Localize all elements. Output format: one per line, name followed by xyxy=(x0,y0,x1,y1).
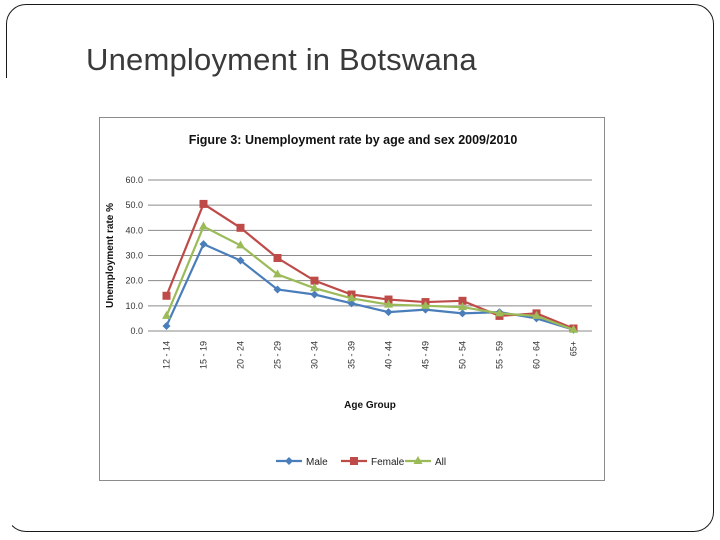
series-all xyxy=(162,221,578,333)
x-tick-label: 15 - 19 xyxy=(199,341,209,369)
legend-item-all: All xyxy=(405,456,446,468)
y-tick-label: 60.0 xyxy=(125,175,143,185)
data-point xyxy=(273,285,282,294)
x-tick-label: 50 - 54 xyxy=(458,341,468,369)
data-point xyxy=(532,310,541,319)
y-tick-label: 0.0 xyxy=(130,326,143,336)
series-female xyxy=(162,199,578,333)
data-point xyxy=(458,309,467,318)
x-tick-label: 20 - 24 xyxy=(236,341,246,369)
x-tick-label: 25 - 29 xyxy=(273,341,283,369)
y-axis-label: Unemployment rate % xyxy=(105,203,116,308)
data-point xyxy=(236,223,245,232)
series-line xyxy=(165,242,574,331)
data-point xyxy=(236,256,245,265)
x-tick-label: 45 - 49 xyxy=(421,341,431,369)
x-tick-labels: 12 - 14 15 - 19 20 - 24 25 - 29 30 - 34 35 - … xyxy=(162,341,579,369)
data-point xyxy=(347,293,356,302)
data-point xyxy=(199,199,208,208)
y-tick-label: 10.0 xyxy=(125,301,143,311)
y-tick-label: 40.0 xyxy=(125,225,143,235)
x-tick-label: 12 - 14 xyxy=(162,341,172,369)
data-point xyxy=(384,308,393,317)
legend-item-male: Male xyxy=(276,457,328,468)
data-point xyxy=(458,302,467,311)
data-point xyxy=(384,295,393,304)
y-tick-label: 30.0 xyxy=(125,251,143,261)
data-point xyxy=(162,291,171,300)
data-point xyxy=(350,457,358,465)
data-point xyxy=(413,456,423,464)
frame-edge-gap xyxy=(0,78,12,538)
series-line xyxy=(165,202,574,330)
data-point xyxy=(495,308,504,317)
y-tick-labels: 0.0 10.0 20.0 30.0 40.0 50.0 60.0 xyxy=(125,175,143,336)
y-tick-label: 20.0 xyxy=(125,276,143,286)
data-point xyxy=(285,457,293,465)
data-point xyxy=(199,221,208,230)
line-chart: Figure 3: Unemployment rate by age and s… xyxy=(105,133,592,468)
data-point xyxy=(162,321,171,330)
legend: Male Female All xyxy=(276,456,446,468)
data-point xyxy=(273,254,282,263)
series-lines xyxy=(162,199,578,334)
legend-label: Female xyxy=(371,457,405,468)
chart-title: Figure 3: Unemployment rate by age and s… xyxy=(189,133,518,147)
data-point xyxy=(421,300,430,309)
series-male xyxy=(162,240,578,334)
data-point xyxy=(569,324,578,333)
gridlines xyxy=(148,179,592,332)
legend-label: Male xyxy=(306,457,328,468)
data-point xyxy=(347,299,356,308)
legend-label: All xyxy=(435,457,446,468)
x-tick-label: 35 - 39 xyxy=(347,341,357,369)
x-tick-label: 65+ xyxy=(569,341,579,356)
data-point xyxy=(458,296,467,305)
data-point xyxy=(273,269,282,278)
data-point xyxy=(310,290,319,299)
data-point xyxy=(310,276,319,285)
y-tick-label: 50.0 xyxy=(125,200,143,210)
x-tick-label: 40 - 44 xyxy=(384,341,394,369)
legend-item-female: Female xyxy=(341,457,405,468)
x-axis-label: Age Group xyxy=(344,400,396,411)
data-point xyxy=(384,299,393,308)
x-tick-label: 60 - 64 xyxy=(532,341,542,369)
x-tick-label: 55 - 59 xyxy=(495,341,505,369)
series-line xyxy=(165,225,574,331)
chart-container: Figure 3: Unemployment rate by age and s… xyxy=(99,117,605,481)
data-point xyxy=(162,310,171,319)
slide-title: Unemployment in Botswana xyxy=(86,42,477,77)
data-point xyxy=(199,240,208,249)
x-tick-label: 30 - 34 xyxy=(310,341,320,369)
data-point xyxy=(236,240,245,249)
data-point xyxy=(310,283,319,292)
